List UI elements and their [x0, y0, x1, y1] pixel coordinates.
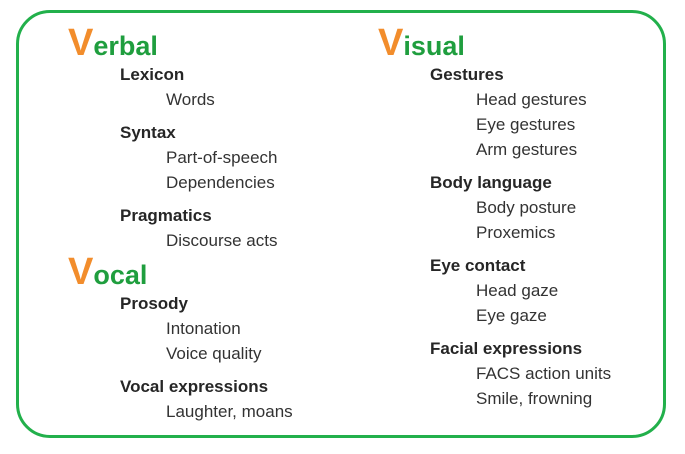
list-item: Voice quality	[166, 344, 262, 363]
group-title: Syntax	[120, 123, 176, 142]
list-item: Words	[166, 90, 215, 109]
group-title: Eye contact	[430, 256, 526, 275]
group-syntax: Syntax Part-of-speech Dependencies	[120, 120, 293, 195]
group-facial-expressions: Facial expressions FACS action units Smi…	[430, 336, 611, 411]
list-item: Eye gaze	[476, 306, 547, 325]
group-title: Pragmatics	[120, 206, 212, 225]
section-heading: Visual	[378, 24, 611, 62]
group-title: Facial expressions	[430, 339, 583, 358]
section-vocal: Vocal Prosody Intonation Voice quality V…	[68, 253, 293, 424]
list-item: Smile, frowning	[476, 389, 593, 408]
list-item: Discourse acts	[166, 231, 278, 250]
rounded-frame	[16, 10, 666, 438]
section-heading: Vocal	[68, 253, 293, 291]
group-body-language: Body language Body posture Proxemics	[430, 170, 611, 245]
group-pragmatics: Pragmatics Discourse acts	[120, 203, 293, 253]
list-item: Part-of-speech	[166, 148, 278, 167]
group-title: Prosody	[120, 294, 189, 313]
group-eye-contact: Eye contact Head gaze Eye gaze	[430, 253, 611, 328]
group-title: Body language	[430, 173, 552, 192]
heading-initial: V	[68, 251, 94, 293]
list-item: Eye gestures	[476, 115, 576, 134]
heading-rest: ocal	[93, 260, 148, 290]
list-item: Dependencies	[166, 173, 275, 192]
heading-rest: erbal	[93, 31, 158, 61]
right-column: Visual Gestures Head gestures Eye gestur…	[378, 24, 611, 411]
section-visual: Visual Gestures Head gestures Eye gestur…	[378, 24, 611, 411]
group-gestures: Gestures Head gestures Eye gestures Arm …	[430, 62, 611, 162]
list-item: Head gaze	[476, 281, 559, 300]
list-item: FACS action units	[476, 364, 612, 383]
group-title: Gestures	[430, 65, 504, 84]
heading-rest: isual	[403, 31, 465, 61]
group-prosody: Prosody Intonation Voice quality	[120, 291, 293, 366]
list-item: Proxemics	[476, 223, 556, 242]
list-item: Laughter, moans	[166, 402, 293, 421]
group-title: Lexicon	[120, 65, 185, 84]
group-title: Vocal expressions	[120, 377, 269, 396]
list-item: Body posture	[476, 198, 577, 217]
section-heading: Verbal	[68, 24, 293, 62]
group-vocal-expressions: Vocal expressions Laughter, moans	[120, 374, 293, 424]
left-column: Verbal Lexicon Words Syntax Part-of-spee…	[68, 24, 293, 424]
heading-initial: V	[68, 22, 94, 64]
list-item: Head gestures	[476, 90, 587, 109]
heading-initial: V	[378, 22, 404, 64]
list-item: Arm gestures	[476, 140, 578, 159]
list-item: Intonation	[166, 319, 241, 338]
section-verbal: Verbal Lexicon Words Syntax Part-of-spee…	[68, 24, 293, 253]
group-lexicon: Lexicon Words	[120, 62, 293, 112]
